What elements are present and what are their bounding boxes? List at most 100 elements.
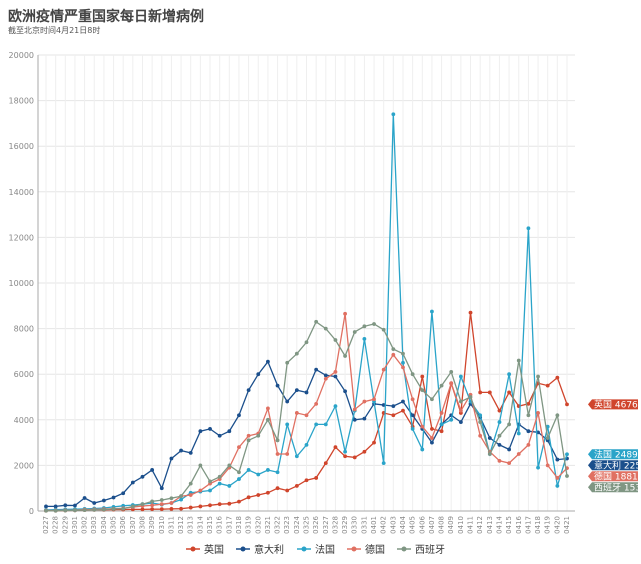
x-tick-label: 0315 (206, 516, 214, 534)
data-point (130, 480, 135, 485)
data-point (420, 447, 425, 452)
data-point (285, 399, 290, 404)
data-point (179, 448, 183, 453)
legend-label: 德国 (365, 543, 385, 556)
data-point (159, 486, 164, 491)
data-point (169, 501, 174, 505)
data-point (430, 440, 434, 445)
end-label-text: 意大利 2256 (594, 459, 641, 471)
x-tick-label: 0401 (370, 516, 378, 534)
data-point (362, 399, 367, 404)
data-point (188, 493, 193, 497)
data-point (150, 503, 155, 508)
data-point (536, 465, 540, 470)
y-axis: 0 2000 4000 6000 8000 10000 12000 14000 16000 180… (9, 51, 39, 516)
legend-label: 法国 (315, 543, 335, 556)
data-point (208, 488, 212, 493)
data-point (169, 507, 174, 511)
x-tick-label: 0329 (341, 516, 349, 534)
legend-item-4[interactable]: 西班牙 (397, 544, 445, 556)
data-point (545, 424, 550, 429)
x-tick-label: 0421 (563, 516, 571, 534)
data-point (497, 408, 502, 413)
x-tick-label: 0409 (447, 516, 455, 534)
x-tick-label: 0325 (303, 516, 311, 534)
data-point (343, 354, 347, 358)
data-point (246, 468, 251, 472)
data-point (497, 420, 502, 424)
data-point (458, 374, 463, 379)
x-tick-label: 0301 (71, 516, 79, 534)
data-point (439, 429, 444, 434)
data-point (285, 422, 290, 427)
data-point (430, 309, 434, 314)
end-label-4: 西班牙 1536 (588, 481, 641, 493)
data-point (294, 411, 299, 415)
x-tick-label: 0413 (486, 516, 494, 534)
data-point (314, 367, 319, 372)
legend[interactable]: 英国 意大利 法国 德国 西班牙 (186, 543, 445, 556)
data-point (333, 404, 338, 409)
x-tick-label: 0324 (293, 515, 301, 533)
chart-title: 欧洲疫情严重国家每日新增病例 (8, 9, 204, 25)
data-point (343, 389, 347, 394)
data-point (237, 477, 241, 481)
x-tick-label: 0327 (322, 516, 330, 534)
data-point (92, 501, 97, 505)
data-point (565, 452, 569, 457)
data-point (333, 445, 338, 450)
legend-item-2[interactable]: 法国 (297, 543, 335, 556)
y-tick-label: 14000 (9, 188, 34, 197)
data-point (372, 397, 376, 402)
data-point (449, 370, 454, 374)
end-label-2: 法国 2489 (588, 448, 638, 460)
data-point (565, 402, 569, 407)
data-point (439, 383, 444, 388)
data-point (391, 347, 396, 352)
data-point (555, 457, 560, 462)
data-point (381, 327, 386, 332)
data-point (526, 413, 531, 418)
data-point (555, 476, 560, 480)
data-point (516, 452, 521, 456)
data-point (555, 484, 560, 488)
series-group (44, 112, 569, 513)
x-tick-label: 0410 (457, 516, 465, 534)
y-tick-label: 4000 (14, 416, 34, 425)
data-point (343, 449, 347, 454)
legend-item-1[interactable]: 意大利 (236, 543, 284, 556)
data-point (430, 436, 434, 440)
grid-lines (38, 54, 575, 512)
x-tick-label: 0405 (409, 516, 417, 534)
data-point (468, 310, 473, 315)
data-point (169, 456, 174, 461)
data-point (487, 390, 492, 395)
legend-swatch-dot (301, 546, 307, 552)
data-point (497, 442, 502, 447)
data-point (352, 407, 357, 412)
data-point (217, 474, 222, 479)
data-point (150, 499, 155, 504)
data-point (82, 496, 87, 500)
data-point (150, 507, 155, 512)
data-point (478, 433, 483, 438)
data-point (381, 461, 386, 466)
data-point (53, 508, 58, 513)
data-point (352, 417, 357, 422)
data-point (352, 455, 357, 460)
end-label-box (588, 399, 638, 410)
data-point (256, 433, 261, 438)
data-point (188, 481, 193, 486)
data-point (44, 504, 48, 509)
data-point (314, 476, 319, 480)
legend-item-3[interactable]: 德国 (347, 543, 385, 556)
data-point (208, 427, 212, 431)
x-tick-label: 0331 (360, 516, 368, 534)
legend-item-0[interactable]: 英国 (186, 543, 224, 556)
x-tick-label: 0408 (438, 516, 446, 534)
x-tick-label: 0311 (167, 516, 175, 534)
data-point (545, 436, 550, 440)
data-point (198, 504, 203, 509)
data-point (439, 422, 444, 427)
